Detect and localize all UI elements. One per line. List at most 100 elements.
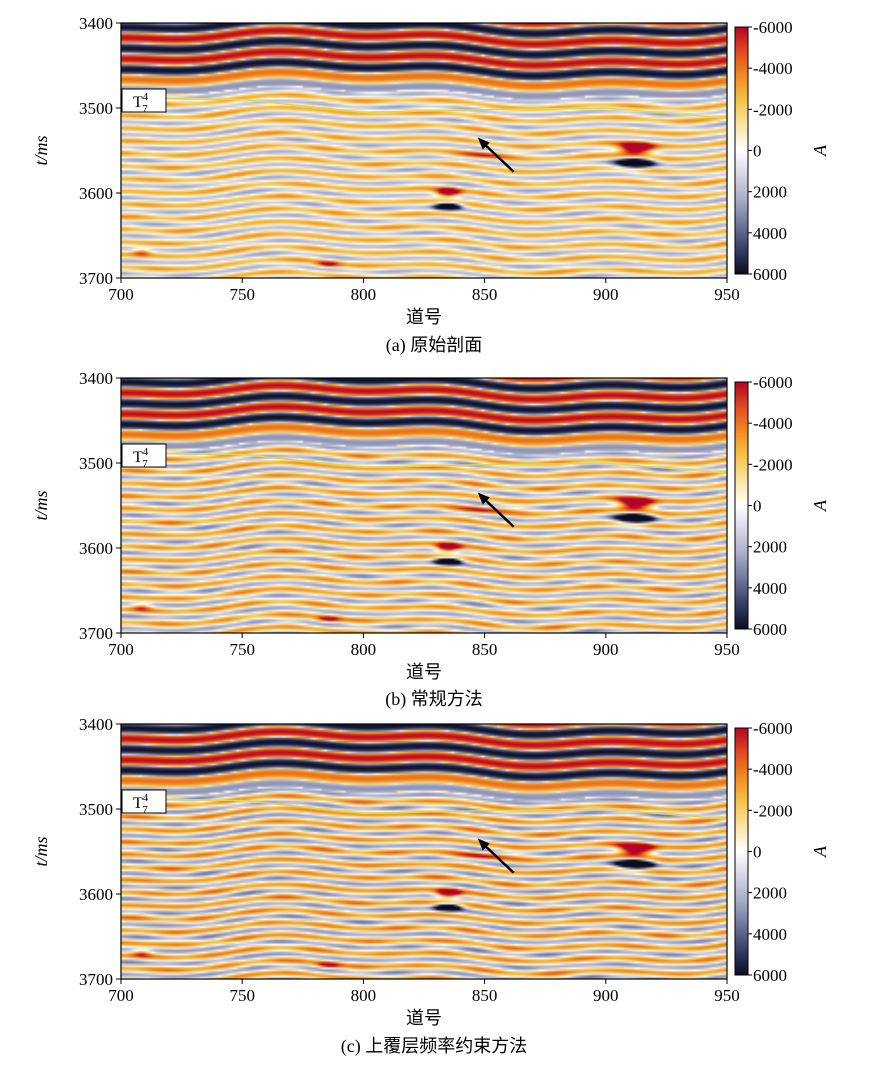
y-axis-label: t/ms: [31, 490, 51, 520]
x-axis-label: 道号: [406, 1008, 442, 1028]
horizon-label-box: [121, 88, 167, 113]
x-tick-label: 800: [351, 640, 377, 659]
plot-frame: [120, 377, 728, 634]
annotation-arrow: [477, 492, 515, 528]
colorbar-tick-label: 0: [753, 497, 762, 516]
x-tick-label: 900: [593, 285, 619, 304]
colorbar-tick-label: 4000: [753, 224, 787, 243]
horizon-label: T4 7: [121, 88, 167, 115]
x-tick-label: 850: [472, 285, 498, 304]
arrow-head: [477, 492, 490, 505]
horizon-label-box: [121, 789, 167, 814]
x-tick-label: 800: [351, 986, 377, 1005]
x-tick-label: 900: [593, 640, 619, 659]
colorbar-label: A: [810, 144, 830, 157]
colorbar: -6000 -4000 -2000 0 2000 4000 6000 A: [734, 719, 830, 985]
y-tick-label: 3700: [79, 624, 113, 643]
colorbar-tick-label: -6000: [753, 719, 793, 738]
colorbar-tick-label: 4000: [753, 925, 787, 944]
plot-frame: [120, 723, 728, 980]
y-axis-label: t/ms: [31, 836, 51, 866]
horizon-label-text: T4 7: [133, 792, 149, 816]
x-tick-label: 900: [593, 986, 619, 1005]
colorbar-tick-label: -2000: [753, 455, 793, 474]
colorbar-tick-label: 6000: [753, 265, 787, 284]
colorbar-tick-label: -4000: [753, 59, 793, 78]
x-axis-label: 道号: [406, 662, 442, 682]
colorbar: -6000 -4000 -2000 0 2000 4000 6000 A: [734, 373, 830, 639]
colorbar-gradient: [734, 727, 749, 976]
y-tick-label: 3700: [79, 269, 113, 288]
y-tick-label: 3600: [79, 885, 113, 904]
colorbar-tick-label: -4000: [753, 414, 793, 433]
horizon-label-text: T4 7: [133, 446, 149, 470]
panel-a: T4 7 700 750 800 850 900 950 3400 3500 3600 3700 道号 t…: [31, 14, 830, 356]
horizon-line: [120, 798, 728, 820]
y-tick-label: 3500: [79, 800, 113, 819]
y-tick-label: 3500: [79, 99, 113, 118]
arrow-shaft: [483, 498, 515, 528]
horizon-label-text: T4 7: [133, 91, 149, 115]
colorbar-tick-label: 0: [753, 142, 762, 161]
horizon-line: [120, 452, 728, 474]
y-tick-label: 3400: [79, 369, 113, 388]
y-tick-label: 3400: [79, 14, 113, 33]
x-tick-label: 700: [108, 640, 134, 659]
horizon-line: [120, 97, 728, 119]
colorbar-label: A: [810, 499, 830, 512]
y-axis-label: t/ms: [31, 135, 51, 165]
colorbar-tick-label: 2000: [753, 884, 787, 903]
x-tick-label: 950: [714, 640, 740, 659]
colorbar-tick-label: -2000: [753, 100, 793, 119]
panel-b: T4 7 700 750 800 850 900 950 3400 3500 3600 3700 道号 t…: [31, 369, 830, 710]
colorbar-tick-label: 4000: [753, 579, 787, 598]
y-tick-label: 3400: [79, 715, 113, 734]
x-axis-label: 道号: [406, 307, 442, 327]
x-tick-label: 700: [108, 285, 134, 304]
seismic-section-image: [121, 23, 727, 278]
horizon-label: T4 7: [121, 789, 167, 816]
x-tick-label: 850: [472, 986, 498, 1005]
y-tick-label: 3700: [79, 970, 113, 989]
x-tick-label: 800: [351, 285, 377, 304]
colorbar-tick-label: -6000: [753, 18, 793, 37]
x-tick-label: 700: [108, 986, 134, 1005]
colorbar: -6000 -4000 -2000 0 2000 4000 6000 A: [734, 18, 830, 284]
colorbar-gradient: [734, 26, 749, 275]
seismic-section-image: [121, 724, 727, 979]
panel-caption: (b) 常规方法: [385, 689, 483, 710]
arrow-shaft: [483, 143, 515, 173]
panel-caption: (c) 上覆层频率约束方法: [341, 1036, 527, 1057]
x-tick-label: 750: [229, 285, 255, 304]
colorbar-tick-label: -2000: [753, 801, 793, 820]
y-tick-label: 3500: [79, 454, 113, 473]
arrow-head: [477, 838, 490, 851]
colorbar-tick-label: 2000: [753, 183, 787, 202]
y-tick-label: 3600: [79, 184, 113, 203]
panel-c: T4 7 700 750 800 850 900 950 3400 3500 3600 3700 道号 t…: [31, 715, 830, 1057]
colorbar-tick-label: 6000: [753, 620, 787, 639]
plot-frame: [120, 22, 728, 279]
annotation-arrow: [477, 137, 515, 173]
x-tick-label: 750: [229, 640, 255, 659]
colorbar-tick-label: 6000: [753, 966, 787, 985]
colorbar-tick-label: 0: [753, 843, 762, 862]
colorbar-tick-label: 2000: [753, 538, 787, 557]
x-tick-label: 750: [229, 986, 255, 1005]
colorbar-tick-label: -6000: [753, 373, 793, 392]
colorbar-tick-label: -4000: [753, 760, 793, 779]
annotation-arrow: [477, 838, 515, 874]
x-tick-label: 950: [714, 285, 740, 304]
colorbar-label: A: [810, 845, 830, 858]
horizon-label-box: [121, 443, 167, 468]
y-tick-label: 3600: [79, 539, 113, 558]
colorbar-gradient: [734, 381, 749, 630]
horizon-label: T4 7: [121, 443, 167, 470]
x-tick-label: 950: [714, 986, 740, 1005]
arrow-shaft: [483, 844, 515, 874]
seismic-section-image: [121, 378, 727, 633]
panel-caption: (a) 原始剖面: [386, 335, 482, 356]
arrow-head: [477, 137, 490, 150]
x-tick-label: 850: [472, 640, 498, 659]
